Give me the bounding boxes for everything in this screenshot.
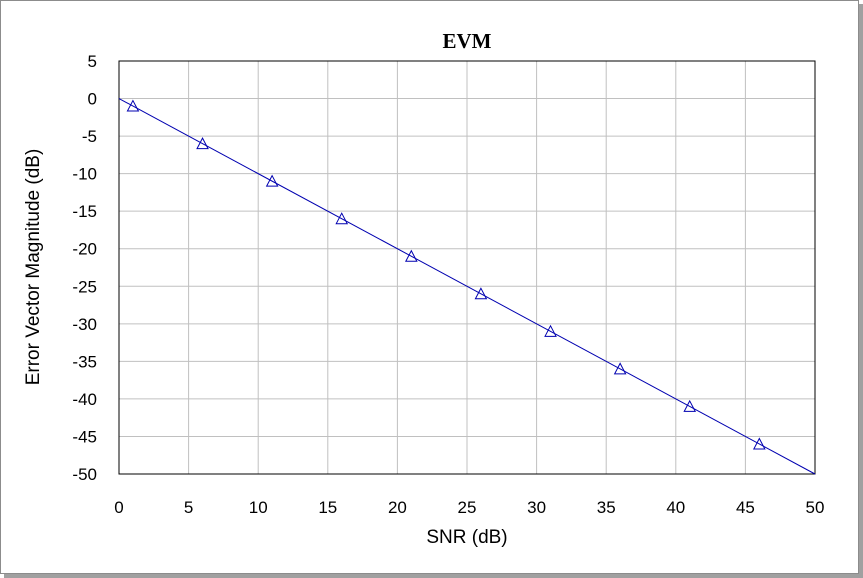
y-tick-label-8: -35	[72, 352, 97, 371]
y-tick-label-7: -30	[72, 315, 97, 334]
series-group	[118, 98, 816, 475]
x-axis-label: SNR (dB)	[426, 527, 507, 548]
x-tick-label-1: 5	[184, 498, 193, 517]
y-tick-labels: 5 0 -5 -10 -15 -20 -25 -30 -35 -40 -45 -50	[72, 52, 97, 484]
y-tick-label-10: -45	[72, 427, 97, 446]
x-tick-label-8: 40	[666, 498, 685, 517]
y-tick-label-2: -5	[82, 127, 97, 146]
x-tick-label-9: 45	[736, 498, 755, 517]
data-point-4	[404, 249, 418, 262]
y-tick-label-9: -40	[72, 390, 97, 409]
chart-title: EVM	[443, 29, 492, 53]
y-tick-label-4: -15	[72, 202, 97, 221]
x-tick-label-0: 0	[114, 498, 123, 517]
data-point-3	[335, 212, 349, 225]
series-line-0	[118, 98, 816, 475]
x-tick-label-2: 10	[249, 498, 268, 517]
grid	[119, 61, 815, 474]
data-point-1	[196, 137, 209, 150]
x-tick-label-10: 50	[806, 498, 825, 517]
y-tick-label-0: 5	[88, 52, 97, 71]
x-tick-labels: 0 5 10 15 20 25 30 35 40 45 50	[114, 498, 824, 517]
y-axis-label: Error Vector Magnitude (dB)	[23, 149, 44, 386]
x-tick-label-5: 25	[458, 498, 477, 517]
y-tick-label-1: 0	[88, 90, 97, 109]
data-point-5	[474, 287, 488, 300]
data-point-9	[752, 437, 766, 450]
x-tick-label-3: 15	[318, 498, 337, 517]
y-tick-label-11: -50	[72, 465, 97, 484]
x-tick-label-4: 20	[388, 498, 407, 517]
y-tick-label-5: -20	[72, 240, 97, 259]
data-point-0	[126, 99, 140, 112]
data-point-8	[683, 399, 697, 412]
data-point-6	[544, 324, 557, 337]
y-tick-label-3: -10	[72, 165, 97, 184]
y-tick-label-6: -25	[72, 277, 97, 296]
x-tick-label-7: 35	[597, 498, 616, 517]
data-point-7	[613, 362, 627, 375]
x-tick-label-6: 30	[527, 498, 546, 517]
plot-area	[118, 60, 816, 475]
data-point-2	[265, 174, 279, 187]
